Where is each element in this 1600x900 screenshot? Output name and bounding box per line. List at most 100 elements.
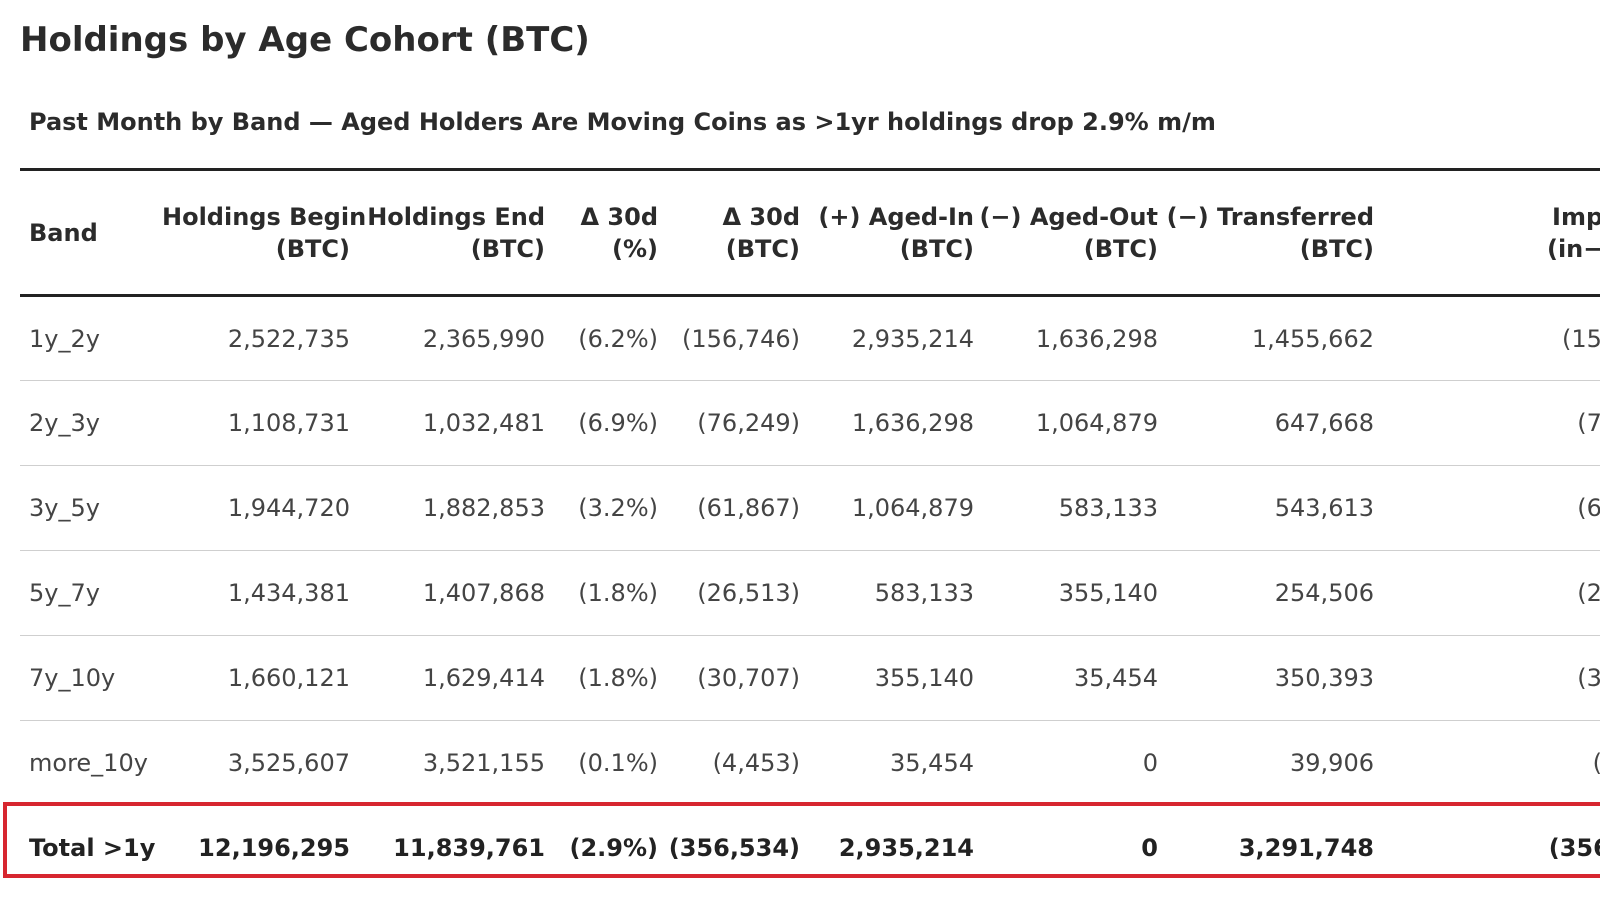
table-cell-aged-in: 583,133	[800, 550, 974, 636]
column-header-delta-30d-btc: Δ 30d (BTC)	[658, 168, 800, 297]
table-cell-band: 1y_2y	[20, 295, 162, 381]
column-header-aged-in: (+) Aged-In (BTC)	[800, 168, 974, 297]
table-cell-transferred: 543,613	[1158, 465, 1374, 551]
table-cell-aged-in: 2,935,214	[800, 295, 974, 381]
column-header-implied-delta: Implied Δ (in−out−t	[1374, 168, 1600, 297]
column-header-holdings-end-line-2: (BTC)	[470, 234, 545, 263]
total-cell-holdings-end: 11,839,761	[393, 834, 545, 863]
table-cell-delta-30d-btc: (76,249)	[658, 380, 800, 466]
table-cell-transferred: 350,393	[1158, 635, 1374, 721]
column-header-aged-in-line-1: (+) Aged-In	[818, 202, 974, 231]
table-cell-holdings-begin: 3,525,607	[162, 720, 350, 806]
table-cell-holdings-begin: 1,108,731	[162, 380, 350, 466]
table-cell-transferred: 39,906	[1158, 720, 1374, 806]
table-cell-implied-delta: (30,707)	[1374, 635, 1600, 721]
column-header-holdings-end: Holdings End (BTC)	[350, 168, 545, 297]
table-row: 7y_10y 1,660,121 1,629,414 (1.8%) (30,707) 35…	[20, 635, 1600, 721]
table-cell-holdings-begin: 1,944,720	[162, 465, 350, 551]
table-cell-delta-30d-pct: (3.2%)	[545, 465, 658, 551]
table-cell-holdings-end: 1,629,414	[350, 635, 545, 721]
table-cell-delta-30d-btc: (61,867)	[658, 465, 800, 551]
table-cell-delta-30d-pct: (6.2%)	[545, 295, 658, 381]
column-header-holdings-begin-line-2: (BTC)	[275, 234, 350, 263]
table-cell-band: 7y_10y	[20, 635, 162, 721]
total-cell-aged-in: 2,935,214	[838, 834, 974, 863]
column-header-holdings-begin: Holdings Begin (BTC)	[162, 168, 367, 297]
total-cell-implied-delta: (356,534)	[1548, 834, 1600, 863]
table-cell-implied-delta: (61,867)	[1374, 465, 1600, 551]
table-cell-aged-in: 1,064,879	[800, 465, 974, 551]
column-header-delta-30d-pct-line-1: Δ 30d	[580, 202, 658, 231]
table-cell-delta-30d-pct: (6.9%)	[545, 380, 658, 466]
total-row: Total >1y 12,196,295 11,839,761 (2.9%) (356,…	[20, 806, 1600, 891]
column-header-aged-out-line-1: (−) Aged-Out	[979, 202, 1158, 231]
table-cell-transferred: 254,506	[1158, 550, 1374, 636]
holdings-table: Band Holdings Begin (BTC) Holdings End (BTC)…	[20, 168, 1600, 891]
page-title: Holdings by Age Cohort (BTC)	[20, 20, 590, 60]
column-header-implied-delta-line-1: Implied Δ	[1552, 202, 1600, 231]
column-header-aged-in-line-2: (BTC)	[899, 234, 974, 263]
table-subtitle: Past Month by Band — Aged Holders Are Mo…	[29, 108, 1216, 136]
table-cell-transferred: 1,455,662	[1158, 295, 1374, 381]
total-cell-transferred: 3,291,748	[1238, 834, 1374, 863]
table-cell-delta-30d-btc: (156,746)	[658, 295, 800, 381]
table-cell-implied-delta: (76,249)	[1374, 380, 1600, 466]
column-header-transferred: (−) Transferred (BTC)	[1158, 168, 1374, 297]
table-cell-implied-delta: (156,746)	[1374, 295, 1600, 381]
table-cell-aged-in: 35,454	[800, 720, 974, 806]
total-cell-delta-30d-btc: (356,534)	[668, 834, 800, 863]
table-cell-band: 2y_3y	[20, 380, 162, 466]
table-cell-holdings-end: 1,032,481	[350, 380, 545, 466]
table-body: 1y_2y 2,522,735 2,365,990 (6.2%) (156,746) 2,…	[20, 295, 1600, 891]
table-row: 5y_7y 1,434,381 1,407,868 (1.8%) (26,513) 583…	[20, 550, 1600, 636]
column-header-holdings-begin-line-1: Holdings Begin	[162, 202, 367, 231]
column-header-transferred-line-1: (−) Transferred	[1166, 202, 1374, 231]
table-cell-delta-30d-btc: (26,513)	[658, 550, 800, 636]
column-header-aged-out-line-2: (BTC)	[1083, 234, 1158, 263]
table-cell-band: 5y_7y	[20, 550, 162, 636]
table-cell-delta-30d-pct: (0.1%)	[545, 720, 658, 806]
table-cell-aged-out: 1,636,298	[974, 295, 1158, 381]
column-header-aged-out: (−) Aged-Out (BTC)	[974, 168, 1158, 297]
table-cell-delta-30d-pct: (1.8%)	[545, 550, 658, 636]
table-row: more_10y 3,525,607 3,521,155 (0.1%) (4,453) 3…	[20, 720, 1600, 806]
table-cell-delta-30d-btc: (4,453)	[658, 720, 800, 806]
table-row: 1y_2y 2,522,735 2,365,990 (6.2%) (156,746) 2,…	[20, 295, 1600, 381]
column-header-delta-30d-pct: Δ 30d (%)	[545, 168, 658, 297]
table-row: 3y_5y 1,944,720 1,882,853 (3.2%) (61,867) 1,0…	[20, 465, 1600, 551]
table-cell-delta-30d-pct: (1.8%)	[545, 635, 658, 721]
table-cell-holdings-begin: 2,522,735	[162, 295, 350, 381]
column-header-holdings-end-line-1: Holdings End	[367, 202, 545, 231]
column-header-delta-30d-btc-line-1: Δ 30d	[722, 202, 800, 231]
table-cell-holdings-end: 2,365,990	[350, 295, 545, 381]
table-cell-holdings-end: 1,407,868	[350, 550, 545, 636]
column-header-delta-30d-btc-line-2: (BTC)	[725, 234, 800, 263]
column-header-band: Band	[20, 168, 162, 297]
table-row: 2y_3y 1,108,731 1,032,481 (6.9%) (76,249) 1,6…	[20, 380, 1600, 466]
table-cell-aged-in: 355,140	[800, 635, 974, 721]
table-cell-transferred: 647,668	[1158, 380, 1374, 466]
table-cell-aged-out: 583,133	[974, 465, 1158, 551]
table-header: Band Holdings Begin (BTC) Holdings End (BTC)…	[20, 168, 1600, 297]
table-cell-band: 3y_5y	[20, 465, 162, 551]
table-cell-aged-out: 0	[974, 720, 1158, 806]
total-cell-holdings-begin: 12,196,295	[198, 834, 350, 863]
total-cell-aged-out: 0	[1141, 834, 1158, 863]
header-row: Band Holdings Begin (BTC) Holdings End (BTC)…	[20, 168, 1600, 297]
holdings-table-container: Band Holdings Begin (BTC) Holdings End (BTC)…	[20, 168, 1600, 900]
total-cell-delta-30d-pct: (2.9%)	[569, 834, 659, 863]
table-cell-band: more_10y	[20, 720, 162, 806]
column-header-band-line-2: Band	[29, 218, 98, 247]
table-cell-holdings-begin: 1,434,381	[162, 550, 350, 636]
table-cell-delta-30d-btc: (30,707)	[658, 635, 800, 721]
table-cell-aged-out: 1,064,879	[974, 380, 1158, 466]
column-header-transferred-line-2: (BTC)	[1299, 234, 1374, 263]
table-cell-holdings-end: 1,882,853	[350, 465, 545, 551]
table-cell-aged-in: 1,636,298	[800, 380, 974, 466]
column-header-delta-30d-pct-line-2: (%)	[612, 234, 658, 263]
column-header-implied-delta-line-2: (in−out−t	[1546, 234, 1600, 263]
table-cell-holdings-end: 3,521,155	[350, 720, 545, 806]
table-cell-holdings-begin: 1,660,121	[162, 635, 350, 721]
table-cell-implied-delta: (26,513)	[1374, 550, 1600, 636]
